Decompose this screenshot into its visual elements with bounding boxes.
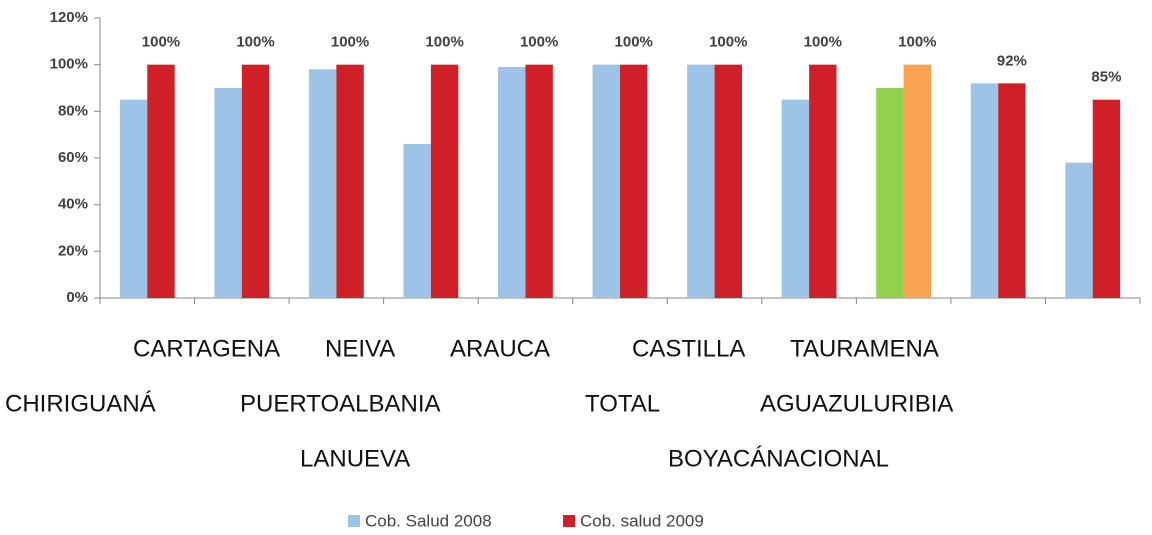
value-label: 100% [615, 34, 653, 51]
bar [687, 64, 715, 299]
x-label: BOYACÁNACIONAL [668, 445, 889, 472]
value-label: 100% [425, 34, 463, 51]
bar [241, 64, 270, 299]
legend-swatch [348, 515, 360, 527]
bar [998, 83, 1026, 298]
value-label: 100% [898, 34, 936, 51]
value-label: 100% [804, 34, 842, 51]
bar [592, 64, 620, 299]
bar [525, 64, 553, 299]
y-tick-label: 20% [58, 242, 88, 259]
y-tick-label: 80% [58, 102, 88, 119]
y-tick-label: 100% [50, 56, 88, 73]
value-label: 100% [142, 34, 180, 51]
legend-label: Cob. Salud 2008 [365, 511, 492, 530]
x-label: CASTILLA [632, 335, 745, 362]
legend-swatch [563, 515, 575, 527]
x-label: ARAUCA [450, 335, 550, 362]
bar [970, 83, 999, 298]
bar [308, 69, 337, 298]
value-label: 100% [520, 34, 558, 51]
bar [403, 144, 431, 298]
bar [336, 64, 364, 299]
bar [809, 64, 837, 299]
bar [430, 64, 459, 299]
bar [903, 64, 932, 299]
bar [1092, 99, 1121, 299]
x-label: LANUEVA [300, 445, 410, 472]
bar [1065, 162, 1093, 298]
x-label: CARTAGENA [133, 335, 280, 362]
bar [147, 64, 175, 299]
value-label: 85% [1091, 69, 1121, 86]
legend-label: Cob. salud 2009 [580, 511, 704, 530]
y-tick-label: 40% [58, 196, 88, 213]
x-label: PUERTOALBANIA [240, 390, 441, 417]
x-label: TOTAL [585, 390, 660, 417]
value-label: 100% [331, 34, 369, 51]
bar [714, 64, 742, 299]
bar [620, 64, 648, 299]
y-tick-label: 0% [66, 289, 88, 306]
x-label: AGUAZULURIBIA [760, 390, 953, 417]
value-label: 100% [236, 34, 274, 51]
bar [214, 88, 242, 298]
bar [781, 99, 810, 299]
bar [119, 99, 148, 299]
y-tick-label: 60% [58, 149, 88, 166]
bar [498, 67, 526, 298]
x-label: TAURAMENA [790, 335, 939, 362]
bar [876, 88, 904, 298]
x-label: CHIRIGUANÁ [5, 390, 156, 417]
value-label: 100% [709, 34, 747, 51]
value-label: 92% [997, 52, 1027, 69]
x-label: NEIVA [325, 335, 395, 362]
y-tick-label: 120% [50, 9, 88, 26]
